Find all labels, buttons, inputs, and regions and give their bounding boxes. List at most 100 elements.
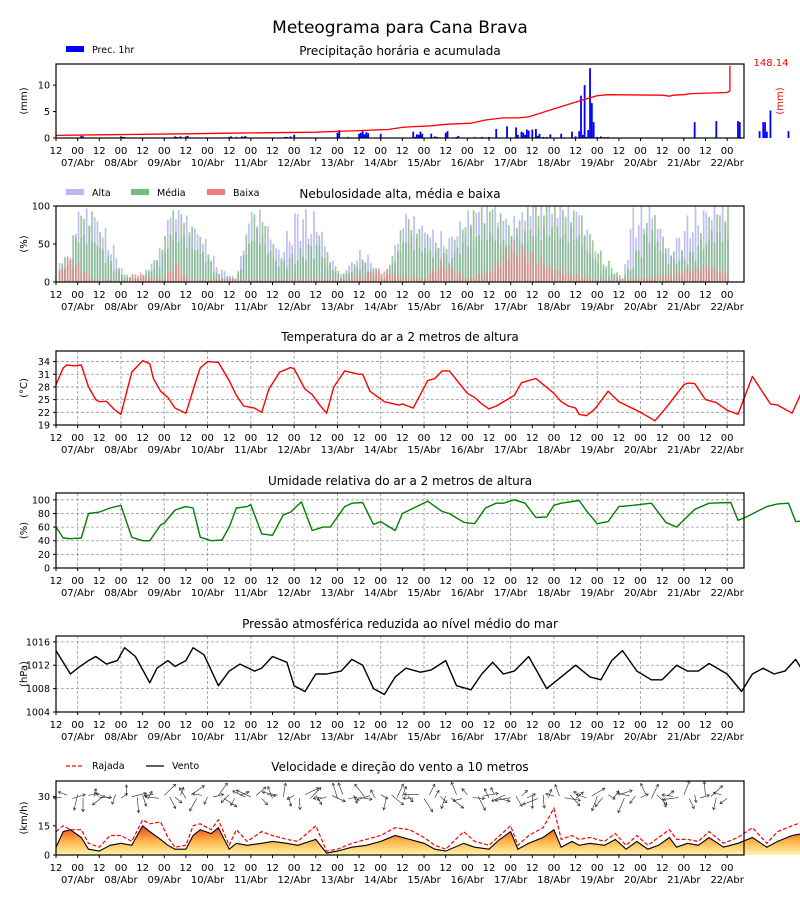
y-tick-label: 60 (38, 523, 50, 534)
x-tick-day-label: 19/Abr (581, 875, 615, 886)
cloud-bar-media (272, 244, 275, 282)
x-tick-day-label: 16/Abr (451, 588, 485, 599)
wind-direction-arrow (354, 783, 365, 797)
cloud-bar-baixa (137, 275, 139, 282)
y-tick-label: 34 (38, 357, 50, 368)
x-tick-day-label: 11/Abr (234, 302, 268, 313)
precip-bar (762, 122, 765, 138)
cloud-bar-media (602, 264, 605, 282)
x-tick-day-label: 21/Abr (667, 875, 701, 886)
cloud-bar-media (581, 215, 583, 282)
cloud-bar-media (453, 240, 456, 282)
panel-title: Nebulosidade alta, média e baixa (299, 187, 500, 201)
x-tick-hour-label: 12 (266, 146, 279, 157)
x-tick-hour-label: 00 (634, 290, 647, 301)
x-tick-hour-label: 00 (721, 146, 734, 157)
cloud-bar-baixa (280, 280, 283, 282)
legend-label: Baixa (233, 188, 259, 199)
cloud-bar-media (543, 215, 545, 282)
cloud-bar-media (610, 268, 613, 282)
cloud-bar-media (248, 243, 250, 282)
x-tick-day-label: 07/Abr (61, 875, 95, 886)
wind-direction-arrow (694, 794, 697, 803)
cloud-bar-alta (624, 263, 627, 282)
y-tick-label: 5 (44, 107, 50, 118)
cloud-bar-baixa (727, 276, 729, 282)
cloud-bar-baixa (231, 278, 234, 282)
cloud-bar-media (562, 209, 564, 282)
wind-direction-arrow (423, 798, 433, 812)
cloud-bar-media (499, 213, 502, 282)
cloud-bar-media (294, 264, 296, 282)
cloud-bar-baixa (545, 269, 548, 282)
cloud-bar-media (434, 242, 437, 282)
cloud-bar-media (632, 267, 635, 282)
wind-direction-arrow (331, 795, 346, 802)
cloud-bar-alta (432, 229, 434, 282)
cloud-bar-baixa (204, 279, 207, 282)
cloud-bar-baixa (453, 274, 456, 282)
wind-direction-arrow (548, 789, 552, 798)
x-tick-hour-label: 12 (180, 433, 193, 444)
x-tick-hour-label: 00 (244, 863, 257, 874)
wind-arrow-head (283, 782, 287, 787)
wind-arrow-head (706, 794, 710, 798)
cloud-bar-media (80, 215, 83, 282)
x-tick-hour-label: 00 (504, 576, 517, 587)
x-tick-day-label: 18/Abr (537, 302, 571, 313)
x-tick-day-label: 20/Abr (624, 875, 658, 886)
x-tick-hour-label: 12 (353, 290, 366, 301)
x-tick-day-label: 14/Abr (364, 732, 398, 743)
cloud-bar-media (88, 225, 91, 282)
x-tick-hour-label: 12 (526, 290, 539, 301)
cloud-bar-baixa (110, 280, 112, 282)
cloud-bar-baixa (172, 271, 175, 282)
wind-arrow-head (616, 791, 621, 796)
cloud-bar-media (240, 269, 242, 282)
x-tick-hour-label: 12 (353, 576, 366, 587)
wind-direction-arrow (526, 793, 536, 799)
x-tick-hour-label: 12 (396, 720, 409, 731)
cloud-bar-baixa (267, 279, 269, 282)
x-tick-hour-label: 00 (461, 863, 474, 874)
x-tick-day-label: 09/Abr (148, 445, 182, 456)
cloud-bar-baixa (375, 269, 378, 282)
wind-direction-arrow (203, 796, 208, 805)
wind-arrow-head (191, 792, 196, 796)
cloud-bar-media (583, 236, 586, 282)
precip-bar (592, 122, 595, 138)
cloud-bar-baixa (648, 276, 651, 282)
cloud-bar-baixa (356, 276, 359, 282)
cloud-bar-baixa (391, 275, 394, 282)
cloud-bar-alta (359, 249, 361, 282)
cloud-bar-media (153, 260, 156, 282)
x-tick-day-label: 21/Abr (667, 732, 701, 743)
wind-direction-arrow (573, 791, 582, 796)
precip-bar (758, 131, 761, 138)
wind-direction-arrow (522, 798, 538, 805)
y-tick-label: 30 (38, 792, 50, 803)
x-tick-hour-label: 12 (396, 146, 409, 157)
wind-direction-arrow (699, 794, 710, 799)
wind-direction-arrow (656, 794, 668, 805)
cloud-bar-media (489, 211, 491, 282)
x-tick-day-label: 21/Abr (667, 302, 701, 313)
x-tick-day-label: 07/Abr (61, 158, 95, 169)
precip-bar (578, 131, 581, 138)
cloud-bar-baixa (166, 272, 169, 282)
x-tick-hour-label: 12 (699, 863, 712, 874)
cloud-bar-baixa (721, 269, 724, 282)
precip-bar (446, 131, 449, 138)
cloud-bar-media (459, 253, 461, 282)
cloud-bar-media (572, 210, 575, 282)
x-tick-day-label: 14/Abr (364, 875, 398, 886)
cloud-bar-alta (678, 237, 681, 282)
cloud-bar-baixa (472, 278, 475, 282)
cloud-bar-media (112, 271, 115, 282)
wind-direction-arrow (713, 792, 722, 796)
x-tick-day-label: 20/Abr (624, 302, 658, 313)
x-tick-hour-label: 12 (439, 576, 452, 587)
cloud-bar-alta (240, 256, 242, 282)
cloud-bar-alta (694, 206, 697, 282)
cloud-bar-alta (304, 209, 307, 282)
